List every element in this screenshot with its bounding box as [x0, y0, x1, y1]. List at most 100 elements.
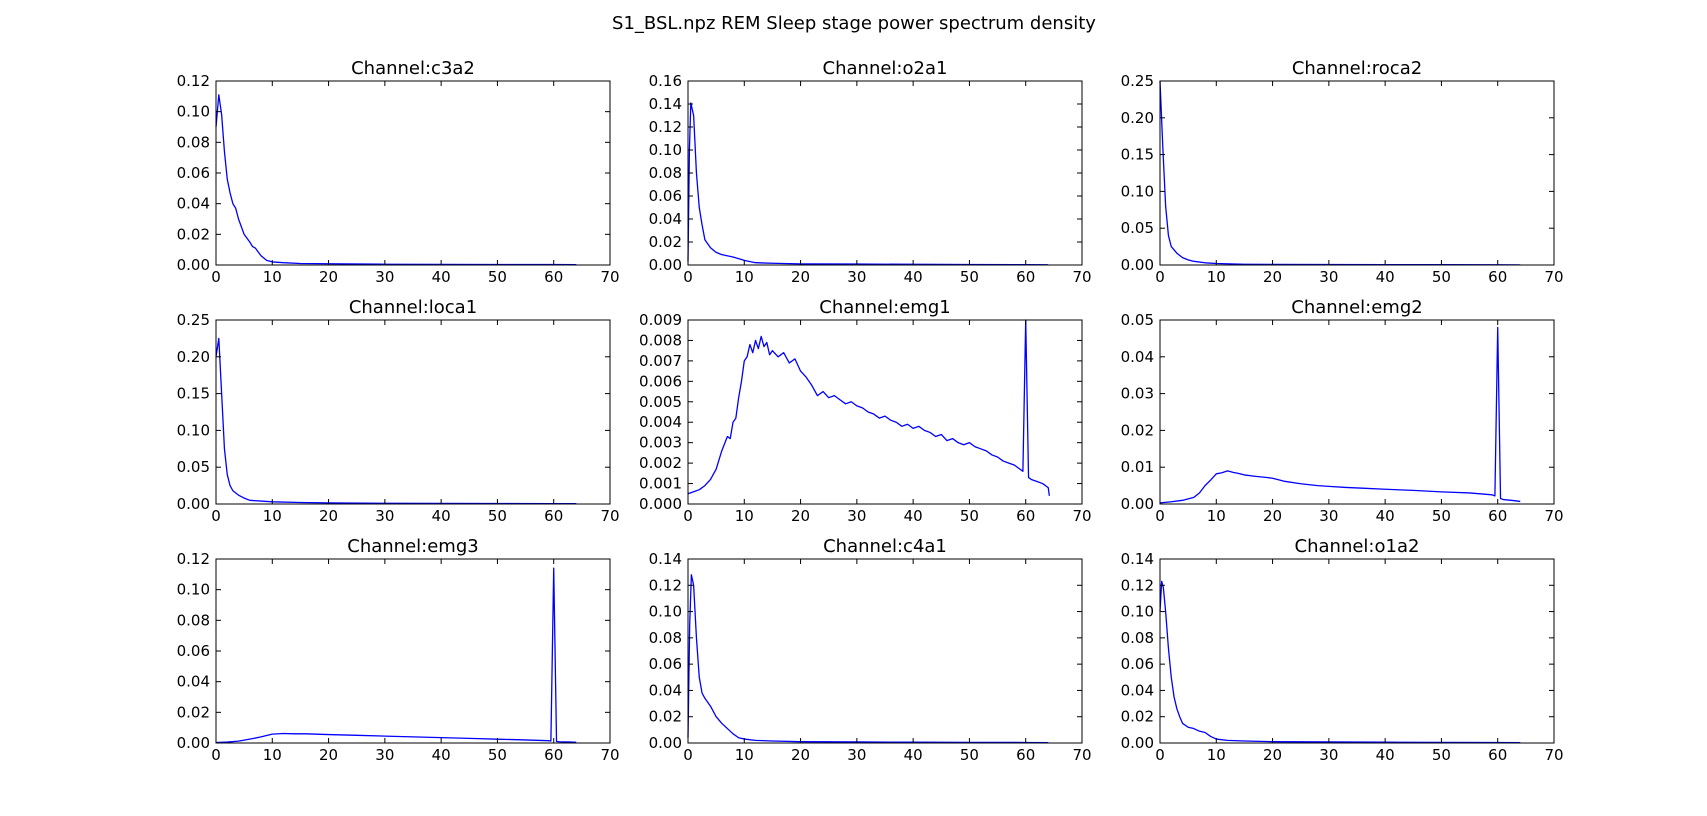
y-tick-label: 0.06 — [649, 187, 682, 205]
y-tick-label: 0.25 — [1121, 72, 1154, 90]
x-tick-label: 60 — [1016, 268, 1035, 286]
x-tick-label: 50 — [960, 268, 979, 286]
x-tick-label: 0 — [683, 507, 693, 525]
psd-line — [1159, 326, 1521, 504]
y-tick-label: 0.03 — [1121, 385, 1154, 403]
y-tick-label: 0.04 — [177, 673, 210, 691]
y-tick-label: 0.20 — [1121, 109, 1154, 127]
x-tick-label: 50 — [488, 746, 507, 764]
y-tick-label: 0.007 — [639, 352, 682, 370]
y-tick-label: 0.05 — [1121, 219, 1154, 237]
psd-line — [1159, 580, 1521, 744]
subplot-title: Channel:c4a1 — [823, 536, 947, 557]
y-tick-label: 0.10 — [177, 581, 210, 599]
y-tick-label: 0.003 — [639, 434, 682, 452]
y-tick-label: 0.02 — [1121, 708, 1154, 726]
x-tick-label: 10 — [263, 507, 282, 525]
axes-frame — [215, 319, 611, 505]
y-tick-label: 0.14 — [649, 95, 682, 113]
psd-line — [1159, 80, 1521, 266]
y-tick-label: 0.04 — [649, 210, 682, 228]
y-tick-label: 0.004 — [639, 413, 682, 431]
x-tick-label: 0 — [1155, 746, 1165, 764]
x-tick-label: 0 — [211, 507, 221, 525]
subplot-title: Channel:loca1 — [349, 297, 477, 318]
x-tick-label: 40 — [904, 507, 923, 525]
y-tick-label: 0.05 — [177, 458, 210, 476]
subplot-title: Channel:roca2 — [1292, 58, 1422, 79]
x-tick-label: 0 — [211, 746, 221, 764]
x-tick-label: 30 — [1319, 746, 1338, 764]
y-tick-label: 0.06 — [649, 655, 682, 673]
y-tick-label: 0.08 — [649, 164, 682, 182]
y-tick-label: 0.16 — [649, 72, 682, 90]
subplot-3: Channel:roca2 0 10 20 30 40 50 60 70 0.00 0.05 0.10… — [1121, 58, 1564, 286]
subplot-grid: Channel:c3a2 0 10 20 30 40 50 60 70 0.00 0.02 0.04 0… — [177, 58, 1564, 764]
y-tick-label: 0.009 — [639, 311, 682, 329]
subplot-8: Channel:c4a1 0 10 20 30 40 50 60 70 0.00 0.02 0.04 0… — [649, 536, 1092, 764]
y-tick-label: 0.000 — [639, 495, 682, 513]
y-tick-label: 0.12 — [177, 72, 210, 90]
psd-line — [215, 337, 577, 505]
x-tick-label: 30 — [847, 268, 866, 286]
subplot-4: Channel:loca1 0 10 20 30 40 50 60 70 0.00 0.05 0.10… — [177, 297, 620, 525]
x-tick-label: 30 — [375, 746, 394, 764]
figure-title: S1_BSL.npz REM Sleep stage power spectru… — [612, 13, 1096, 34]
y-tick-label: 0.12 — [649, 118, 682, 136]
y-tick-label: 0.00 — [177, 734, 210, 752]
y-tick-label: 0.00 — [177, 495, 210, 513]
y-tick-label: 0.04 — [1121, 681, 1154, 699]
x-tick-label: 40 — [904, 746, 923, 764]
y-tick-label: 0.12 — [1121, 576, 1154, 594]
x-tick-label: 20 — [791, 746, 810, 764]
x-tick-label: 50 — [488, 268, 507, 286]
y-tick-label: 0.14 — [1121, 550, 1154, 568]
x-tick-label: 50 — [960, 507, 979, 525]
y-tick-label: 0.006 — [639, 372, 682, 390]
x-tick-label: 60 — [544, 746, 563, 764]
y-tick-label: 0.06 — [1121, 655, 1154, 673]
x-tick-label: 0 — [683, 268, 693, 286]
y-tick-label: 0.00 — [649, 256, 682, 274]
x-tick-label: 50 — [960, 746, 979, 764]
x-tick-label: 70 — [600, 746, 619, 764]
x-tick-label: 10 — [1207, 507, 1226, 525]
x-tick-label: 20 — [319, 268, 338, 286]
x-tick-label: 30 — [847, 507, 866, 525]
y-tick-label: 0.08 — [649, 629, 682, 647]
y-tick-label: 0.002 — [639, 454, 682, 472]
x-tick-label: 50 — [1432, 268, 1451, 286]
y-tick-label: 0.02 — [1121, 421, 1154, 439]
x-tick-label: 40 — [1376, 268, 1395, 286]
x-tick-label: 0 — [211, 268, 221, 286]
x-tick-label: 70 — [1544, 507, 1563, 525]
y-tick-label: 0.08 — [177, 133, 210, 151]
y-tick-label: 0.20 — [177, 348, 210, 366]
x-tick-label: 40 — [432, 268, 451, 286]
subplot-title: Channel:o1a2 — [1295, 536, 1420, 557]
y-tick-label: 0.02 — [649, 708, 682, 726]
x-tick-label: 20 — [1263, 746, 1282, 764]
y-tick-label: 0.06 — [177, 164, 210, 182]
axes-frame — [215, 80, 611, 266]
x-tick-label: 0 — [683, 746, 693, 764]
psd-line — [687, 574, 1049, 744]
x-tick-label: 20 — [791, 268, 810, 286]
x-tick-label: 70 — [600, 507, 619, 525]
subplot-7: Channel:emg3 0 10 20 30 40 50 60 70 0.00 0.02 0.04 0… — [177, 536, 620, 764]
subplot-title: Channel:emg3 — [347, 536, 478, 557]
x-tick-label: 40 — [1376, 746, 1395, 764]
y-tick-label: 0.02 — [177, 703, 210, 721]
y-tick-label: 0.06 — [177, 642, 210, 660]
subplot-1: Channel:c3a2 0 10 20 30 40 50 60 70 0.00 0.02 0.04 0… — [177, 58, 620, 286]
x-tick-label: 60 — [544, 268, 563, 286]
x-tick-label: 30 — [1319, 507, 1338, 525]
x-tick-label: 40 — [432, 507, 451, 525]
x-tick-label: 40 — [432, 746, 451, 764]
x-tick-label: 40 — [904, 268, 923, 286]
y-tick-label: 0.00 — [1121, 734, 1154, 752]
y-tick-label: 0.04 — [177, 195, 210, 213]
psd-line — [215, 94, 577, 266]
subplot-6: Channel:emg2 0 10 20 30 40 50 60 70 0.00 0.01 0.02 0… — [1121, 297, 1564, 525]
